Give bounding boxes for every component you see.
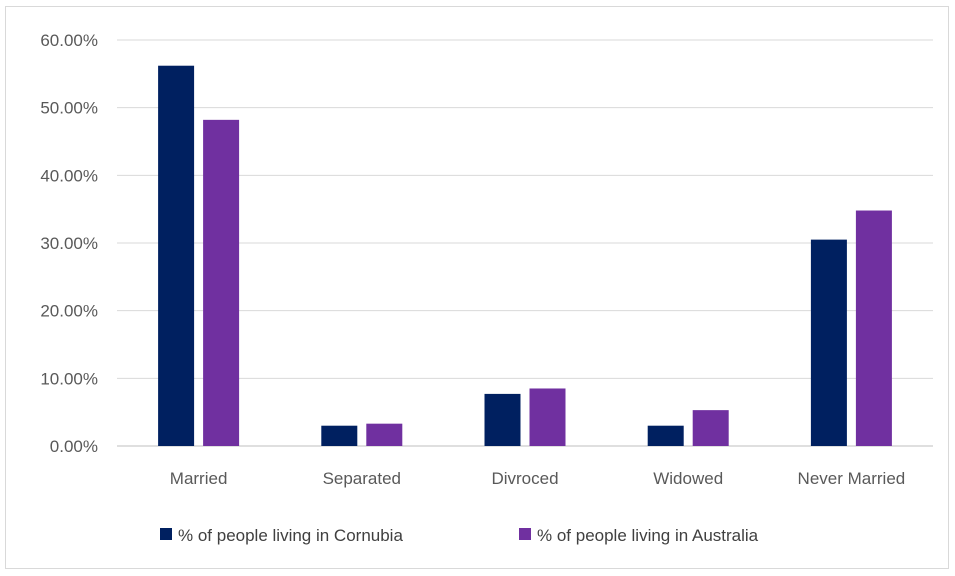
bar [484,393,521,446]
y-tick-label: 0.00% [50,437,98,456]
bar [692,410,729,446]
y-tick-label: 20.00% [40,302,98,321]
bar [855,210,892,446]
bar [647,425,684,446]
y-tick-label: 40.00% [40,166,98,185]
y-tick-label: 10.00% [40,369,98,388]
bar [321,425,358,446]
x-axis-ticks: Married Separated Divroced Widowed Never Mar… [170,469,905,488]
gridlines [117,39,933,447]
bar [158,65,195,447]
x-tick-label: Widowed [653,469,723,488]
bar [529,388,566,446]
legend-label: % of people living in Cornubia [178,526,403,545]
legend-swatch [160,528,172,540]
x-tick-label: Divroced [491,469,558,488]
y-tick-label: 60.00% [40,31,98,50]
bar [203,119,240,446]
y-tick-label: 50.00% [40,99,98,118]
y-tick-label: 30.00% [40,234,98,253]
bar [366,423,403,446]
y-axis-ticks: 0.00% 10.00% 20.00% 30.00% 40.00% 50.00% 60.00… [40,31,98,456]
x-tick-label: Never Married [798,469,906,488]
x-tick-label: Married [170,469,228,488]
bars [158,65,892,447]
bar [810,239,847,446]
x-tick-label: Separated [323,469,401,488]
legend-label: % of people living in Australia [537,526,759,545]
legend: % of people living in Cornubia % of peopl… [160,526,759,545]
legend-swatch [519,528,531,540]
